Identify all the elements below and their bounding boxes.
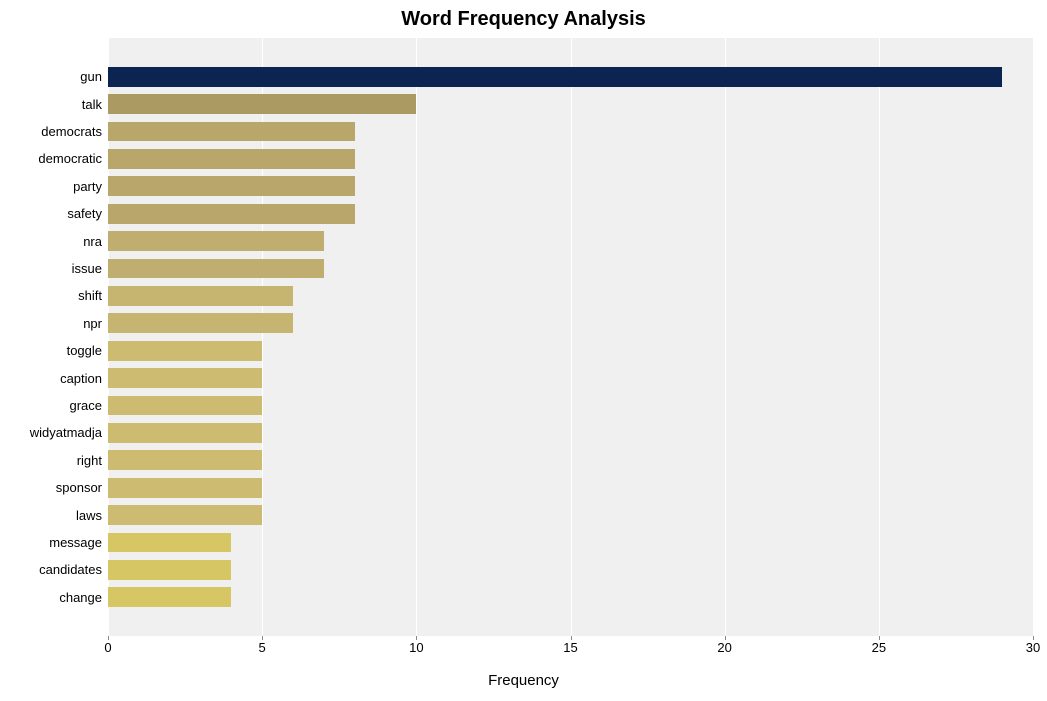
y-axis-label: change — [0, 590, 102, 605]
bar — [108, 286, 293, 306]
plot-area — [108, 38, 1033, 636]
y-axis-label: democratic — [0, 151, 102, 166]
y-axis-label: safety — [0, 206, 102, 221]
x-tick-label: 5 — [259, 640, 266, 655]
grid-line — [416, 38, 417, 636]
y-axis-label: candidates — [0, 562, 102, 577]
bar — [108, 67, 1002, 87]
bar — [108, 368, 262, 388]
y-axis-label: npr — [0, 316, 102, 331]
bar — [108, 149, 355, 169]
x-tick-label: 0 — [104, 640, 111, 655]
x-tick-label: 30 — [1026, 640, 1040, 655]
bar — [108, 122, 355, 142]
bar — [108, 533, 231, 553]
grid-line — [879, 38, 880, 636]
bar — [108, 313, 293, 333]
bar — [108, 423, 262, 443]
y-axis-label: toggle — [0, 343, 102, 358]
x-axis-title: Frequency — [0, 672, 1047, 689]
x-tick-label: 10 — [409, 640, 423, 655]
y-axis-label: widyatmadja — [0, 425, 102, 440]
bar — [108, 231, 324, 251]
x-tick-label: 20 — [717, 640, 731, 655]
y-axis-label: sponsor — [0, 480, 102, 495]
y-axis-label: democrats — [0, 124, 102, 139]
y-axis-label: nra — [0, 234, 102, 249]
bar — [108, 560, 231, 580]
y-axis-label: shift — [0, 288, 102, 303]
y-axis-label: grace — [0, 398, 102, 413]
bar — [108, 478, 262, 498]
chart-title: Word Frequency Analysis — [0, 8, 1047, 31]
bar — [108, 341, 262, 361]
grid-line — [725, 38, 726, 636]
bar — [108, 94, 416, 114]
grid-line — [1033, 38, 1034, 636]
bar — [108, 259, 324, 279]
y-axis-label: gun — [0, 69, 102, 84]
x-tick-label: 25 — [872, 640, 886, 655]
chart-container: Word Frequency Analysis Frequency gun tal… — [0, 0, 1047, 701]
bar — [108, 587, 231, 607]
y-axis-label: right — [0, 453, 102, 468]
bar — [108, 450, 262, 470]
y-axis-label: talk — [0, 97, 102, 112]
y-axis-label: caption — [0, 371, 102, 386]
x-tick-label: 15 — [563, 640, 577, 655]
y-axis-label: laws — [0, 508, 102, 523]
y-axis-label: party — [0, 179, 102, 194]
bar — [108, 396, 262, 416]
bar — [108, 176, 355, 196]
y-axis-label: issue — [0, 261, 102, 276]
grid-line — [571, 38, 572, 636]
bar — [108, 505, 262, 525]
y-axis-label: message — [0, 535, 102, 550]
bar — [108, 204, 355, 224]
